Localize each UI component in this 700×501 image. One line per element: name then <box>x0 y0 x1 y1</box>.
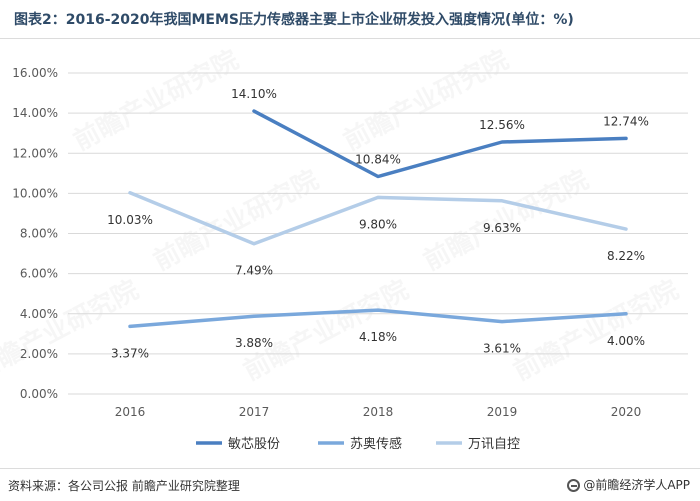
legend-label-2: 万讯自控 <box>468 437 520 452</box>
legend-label-1: 苏奥传感 <box>350 436 402 452</box>
x-tick-label-0: 2016 <box>115 405 146 419</box>
legend: 敏芯股份 苏奥传感 万讯自控 <box>196 436 520 452</box>
data-label-2-4: 8.22% <box>607 249 645 263</box>
data-label-1-0: 3.37% <box>111 346 149 360</box>
brand-credit: @前瞻经济学人APP <box>567 476 690 493</box>
data-label-0-3: 12.56% <box>479 118 525 132</box>
brand-text: @前瞻经济学人APP <box>583 478 690 492</box>
y-tick-label-6: 12.00% <box>12 146 58 160</box>
brand-logo-icon <box>567 479 580 492</box>
x-axis: 2016 2017 2018 2019 2020 <box>115 405 642 419</box>
chart-header: 图表2：2016-2020年我国MEMS压力传感器主要上市企业研发投入强度情况(… <box>0 0 700 39</box>
y-tick-label-4: 8.00% <box>20 227 58 241</box>
data-label-1-4: 4.00% <box>607 334 645 348</box>
y-tick-label-5: 10.00% <box>12 186 58 200</box>
y-tick-label-8: 16.00% <box>12 66 58 80</box>
data-label-0-1: 14.10% <box>231 87 277 101</box>
data-label-1-2: 4.18% <box>359 330 397 344</box>
y-axis: 0.00% 2.00% 4.00% 6.00% 8.00% 10.00% 12.00% 14.… <box>12 66 58 401</box>
y-tick-label-2: 4.00% <box>20 307 58 321</box>
chart-title: 图表2：2016-2020年我国MEMS压力传感器主要上市企业研发投入强度情况(… <box>14 9 574 29</box>
y-tick-label-7: 14.00% <box>12 106 58 120</box>
data-label-1-3: 3.61% <box>483 342 521 356</box>
watermark-text-4: 前瞻产业研究院 <box>0 274 144 387</box>
chart-footer: 资料来源：各公司公报 前瞻产业研究院整理 @前瞻经济学人APP <box>0 468 700 501</box>
data-label-0-4: 12.74% <box>603 114 649 128</box>
legend-label-0: 敏芯股份 <box>228 437 280 452</box>
x-tick-label-3: 2019 <box>487 405 518 419</box>
y-tick-label-3: 6.00% <box>20 267 58 281</box>
data-label-2-3: 9.63% <box>483 221 521 235</box>
line-chart: 前瞻产业研究院前瞻产业研究院前瞻产业研究院前瞻产业研究院前瞻产业研究院前瞻产业研… <box>0 38 700 468</box>
data-label-0-2: 10.84% <box>355 153 401 167</box>
x-tick-label-4: 2020 <box>611 405 642 419</box>
source-note: 资料来源：各公司公报 前瞻产业研究院整理 <box>8 477 240 494</box>
x-tick-label-1: 2017 <box>239 405 270 419</box>
data-label-2-2: 9.80% <box>359 217 397 231</box>
watermark-text-2: 前瞻产业研究院 <box>148 164 323 277</box>
y-tick-label-1: 2.00% <box>20 347 58 361</box>
data-label-1-1: 3.88% <box>235 336 273 350</box>
x-tick-label-2: 2018 <box>363 405 394 419</box>
watermark-text-1: 前瞻产业研究院 <box>338 44 513 157</box>
data-label-2-0: 10.03% <box>107 213 153 227</box>
y-tick-label-0: 0.00% <box>20 387 58 401</box>
watermark-text-6: 前瞻产业研究院 <box>508 274 683 387</box>
watermark-layer: 前瞻产业研究院前瞻产业研究院前瞻产业研究院前瞻产业研究院前瞻产业研究院前瞻产业研… <box>0 44 684 387</box>
watermark-text-0: 前瞻产业研究院 <box>68 44 243 157</box>
data-label-2-1: 7.49% <box>235 264 273 278</box>
